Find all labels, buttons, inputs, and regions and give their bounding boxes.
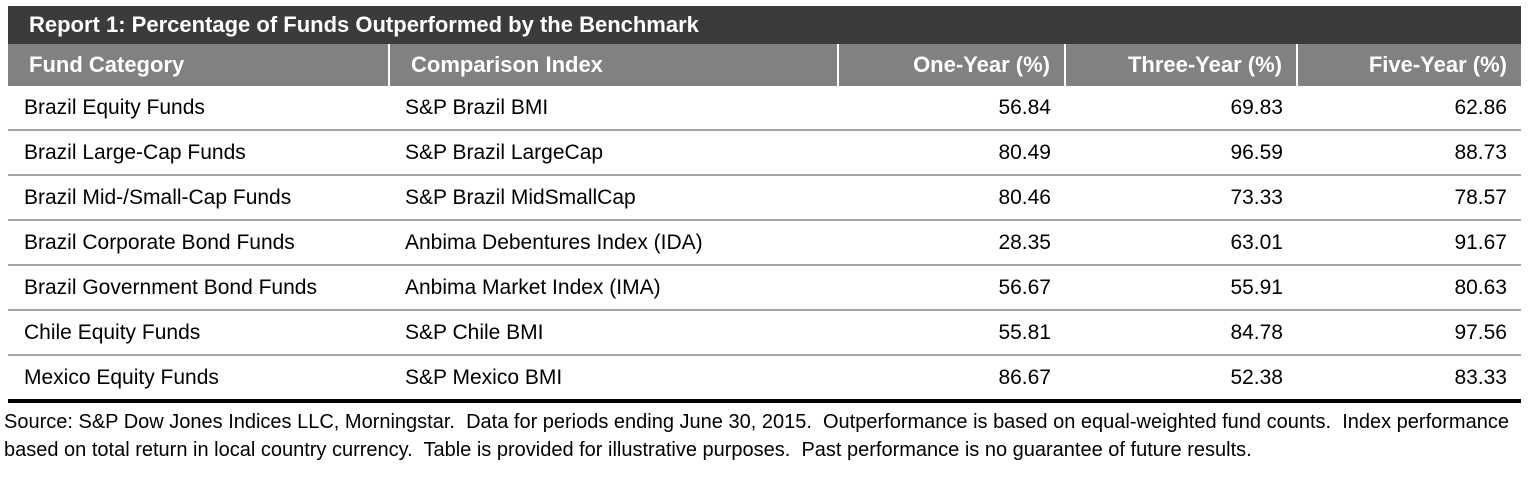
table-row: Brazil Government Bond Funds Anbima Mark… [8, 264, 1521, 310]
cell-one-year: 56.67 [838, 264, 1065, 310]
cell-comparison-index: S&P Mexico BMI [389, 354, 838, 401]
report-title-bar: Report 1: Percentage of Funds Outperform… [8, 6, 1521, 44]
table-row: Brazil Corporate Bond Funds Anbima Deben… [8, 219, 1521, 265]
cell-one-year: 80.46 [838, 174, 1065, 220]
cell-comparison-index: S&P Brazil MidSmallCap [389, 174, 838, 220]
cell-three-year: 84.78 [1065, 309, 1297, 355]
source-footnote: Source: S&P Dow Jones Indices LLC, Morni… [4, 411, 1515, 461]
report-title: Report 1: Percentage of Funds Outperform… [29, 12, 699, 37]
cell-one-year: 56.84 [838, 86, 1065, 130]
cell-fund-category: Chile Equity Funds [8, 309, 389, 355]
cell-comparison-index: S&P Brazil BMI [389, 86, 838, 130]
cell-five-year: 78.57 [1297, 174, 1521, 220]
cell-comparison-index: S&P Brazil LargeCap [389, 129, 838, 175]
table-row: Brazil Mid-/Small-Cap Funds S&P Brazil M… [8, 174, 1521, 220]
funds-outperformed-table: Fund Category Comparison Index One-Year … [8, 44, 1521, 403]
cell-five-year: 91.67 [1297, 219, 1521, 265]
table-row: Chile Equity Funds S&P Chile BMI 55.81 8… [8, 309, 1521, 355]
cell-one-year: 55.81 [838, 309, 1065, 355]
cell-fund-category: Brazil Corporate Bond Funds [8, 219, 389, 265]
cell-three-year: 96.59 [1065, 129, 1297, 175]
column-header-comparison-index: Comparison Index [388, 44, 838, 86]
report-container: Report 1: Percentage of Funds Outperform… [8, 6, 1521, 403]
cell-five-year: 80.63 [1297, 264, 1521, 310]
cell-three-year: 63.01 [1065, 219, 1297, 265]
cell-comparison-index: Anbima Debentures Index (IDA) [389, 219, 838, 265]
column-header-one-year: One-Year (%) [837, 44, 1065, 86]
cell-one-year: 28.35 [838, 219, 1065, 265]
table-row: Mexico Equity Funds S&P Mexico BMI 86.67… [8, 354, 1521, 401]
cell-one-year: 86.67 [838, 354, 1065, 401]
cell-three-year: 69.83 [1065, 86, 1297, 130]
table-row: Brazil Equity Funds S&P Brazil BMI 56.84… [8, 86, 1521, 130]
cell-fund-category: Brazil Mid-/Small-Cap Funds [8, 174, 389, 220]
cell-five-year: 62.86 [1297, 86, 1521, 130]
cell-fund-category: Mexico Equity Funds [8, 354, 389, 401]
cell-five-year: 88.73 [1297, 129, 1521, 175]
table-header-row: Fund Category Comparison Index One-Year … [8, 44, 1521, 86]
cell-five-year: 83.33 [1297, 354, 1521, 401]
cell-comparison-index: S&P Chile BMI [389, 309, 838, 355]
cell-three-year: 52.38 [1065, 354, 1297, 401]
cell-fund-category: Brazil Government Bond Funds [8, 264, 389, 310]
cell-one-year: 80.49 [838, 129, 1065, 175]
table-row: Brazil Large-Cap Funds S&P Brazil LargeC… [8, 129, 1521, 175]
column-header-fund-category: Fund Category [8, 44, 389, 86]
column-header-three-year: Three-Year (%) [1064, 44, 1297, 86]
column-header-five-year: Five-Year (%) [1296, 44, 1521, 86]
cell-fund-category: Brazil Large-Cap Funds [8, 129, 389, 175]
cell-three-year: 55.91 [1065, 264, 1297, 310]
cell-five-year: 97.56 [1297, 309, 1521, 355]
cell-three-year: 73.33 [1065, 174, 1297, 220]
cell-comparison-index: Anbima Market Index (IMA) [389, 264, 838, 310]
cell-fund-category: Brazil Equity Funds [8, 86, 389, 130]
